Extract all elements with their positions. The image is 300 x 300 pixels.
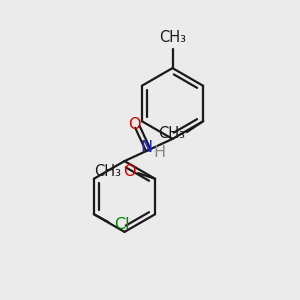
Text: H: H bbox=[153, 145, 165, 160]
Text: O: O bbox=[129, 117, 141, 132]
Text: O: O bbox=[123, 164, 136, 179]
Text: Cl: Cl bbox=[114, 217, 130, 232]
Text: N: N bbox=[141, 140, 153, 155]
Text: CH₃: CH₃ bbox=[159, 30, 186, 45]
Text: CH₃: CH₃ bbox=[94, 164, 121, 179]
Text: CH₃: CH₃ bbox=[158, 126, 185, 141]
